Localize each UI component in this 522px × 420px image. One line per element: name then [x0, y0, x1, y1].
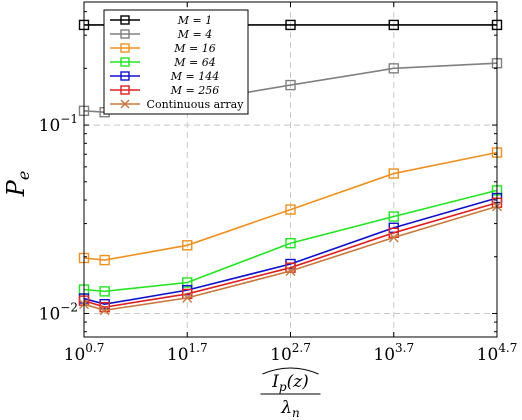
data-point	[120, 71, 130, 81]
axis-labels: Pe Ip(z) λn	[2, 171, 321, 420]
data-point	[182, 240, 193, 251]
x-axis-label-hat	[262, 367, 319, 375]
series-line	[83, 205, 498, 312]
data-point	[285, 266, 296, 277]
data-point	[388, 211, 399, 222]
legend-entry: M = 16	[110, 42, 216, 55]
legend-entry: M = 4	[110, 28, 212, 41]
data-point	[285, 79, 296, 91]
y-axis-label: Pe	[2, 171, 33, 198]
data-point	[388, 63, 399, 74]
legend-entry: Continuous array	[110, 98, 244, 111]
series-4	[78, 192, 503, 310]
ticks: 100.7 101.7 102.7 103.7 104.7 10−1 10−2	[39, 2, 518, 365]
data-point-stroke	[388, 232, 399, 243]
series-line	[83, 151, 498, 261]
x-tick-label: 100.7	[64, 341, 105, 365]
data-point	[285, 19, 296, 31]
y-tick-label: 10−1	[39, 112, 78, 136]
data-point-stroke	[120, 99, 130, 109]
data-point	[388, 232, 399, 243]
data-point	[182, 277, 193, 288]
x-tick-label: 101.7	[167, 341, 208, 365]
legend-label: M = 4	[177, 28, 212, 41]
data-point-stroke	[99, 305, 110, 316]
legend-entry: M = 1	[110, 14, 212, 27]
legend-entry: M = 64	[110, 56, 216, 69]
x-tick-label: 104.7	[477, 341, 518, 365]
x-axis-label-numerator: Ip(z)	[271, 372, 309, 394]
legend-label: M = 144	[170, 70, 219, 83]
legend-label: M = 1	[177, 14, 212, 27]
x-tick-label: 102.7	[270, 341, 311, 365]
legend-label: Continuous array	[147, 98, 245, 111]
data-point	[388, 168, 399, 179]
series-line	[83, 189, 498, 293]
data-point	[99, 254, 110, 266]
y-tick-label: 10−2	[39, 300, 78, 324]
data-point	[120, 15, 130, 25]
data-point	[99, 301, 110, 313]
data-point	[285, 204, 296, 215]
data-point-stroke	[285, 266, 296, 277]
x-axis-label-denominator: λn	[280, 398, 300, 420]
series-layer	[78, 19, 503, 316]
series-6	[79, 201, 502, 316]
data-point	[120, 57, 130, 67]
legend-label: M = 64	[173, 56, 215, 69]
data-point-stroke	[182, 292, 193, 303]
data-point	[120, 29, 130, 39]
data-point	[120, 99, 130, 109]
data-point	[388, 19, 399, 31]
x-tick-label: 103.7	[373, 341, 414, 365]
data-point	[285, 238, 296, 249]
data-point	[99, 305, 110, 316]
legend-label: M = 256	[170, 84, 219, 97]
legend-label: M = 16	[173, 42, 215, 55]
legend-entry: M = 256	[110, 84, 219, 97]
data-point	[120, 43, 130, 53]
legend-entry: M = 144	[110, 70, 219, 83]
data-point	[182, 292, 193, 303]
series-2	[78, 147, 503, 266]
data-point	[120, 85, 130, 95]
data-point	[99, 286, 110, 297]
data-point	[285, 262, 296, 273]
